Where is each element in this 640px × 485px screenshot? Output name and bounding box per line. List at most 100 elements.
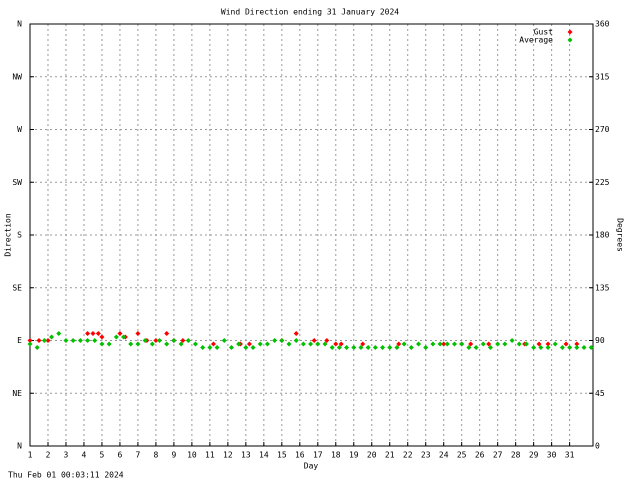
point (365, 345, 371, 351)
point (135, 330, 141, 336)
x-tick-label: 4 (82, 451, 87, 460)
point (401, 341, 407, 347)
point (322, 341, 328, 347)
point (430, 341, 436, 347)
point (95, 330, 101, 336)
point (358, 345, 364, 351)
point (49, 334, 55, 340)
point (538, 345, 544, 351)
point (329, 345, 335, 351)
point (480, 341, 486, 347)
point (264, 341, 270, 347)
legend-marker (567, 29, 573, 35)
x-tick-label: 21 (385, 451, 395, 460)
point (113, 334, 119, 340)
point (85, 338, 91, 343)
y2-tick-label: 180 (595, 231, 610, 240)
point (531, 345, 537, 351)
point (336, 345, 342, 351)
x-tick-label: 7 (136, 451, 141, 460)
plot-border (29, 23, 594, 447)
point (135, 341, 141, 347)
x-tick-label: 8 (153, 451, 158, 460)
point (63, 338, 69, 343)
point (351, 345, 357, 351)
point (545, 345, 551, 351)
point (243, 345, 249, 351)
point (153, 338, 159, 343)
point (121, 334, 127, 340)
point (333, 341, 339, 347)
x-tick-label: 19 (349, 451, 359, 460)
point (279, 338, 285, 343)
point (372, 345, 378, 351)
point (360, 341, 366, 347)
point (228, 345, 234, 351)
point (559, 345, 565, 351)
y2-tick-label: 315 (595, 72, 610, 81)
x-tick-label: 16 (295, 451, 305, 460)
point (423, 345, 429, 351)
point (486, 341, 492, 347)
point (567, 345, 573, 351)
point (523, 341, 529, 347)
point (441, 341, 447, 347)
x-tick-label: 1 (28, 451, 33, 460)
x-tick-label: 15 (277, 451, 287, 460)
point (451, 341, 457, 347)
point (466, 345, 472, 351)
point (459, 341, 465, 347)
x-tick-label: 12 (223, 451, 233, 460)
y-tick-label: W (17, 125, 22, 134)
point (344, 345, 350, 351)
point (180, 338, 186, 343)
legend-label: Gust (534, 28, 553, 37)
point (207, 345, 213, 351)
y2-tick-label: 90 (595, 336, 605, 345)
x-tick-label: 10 (187, 451, 197, 460)
point (581, 345, 587, 351)
point (246, 341, 252, 347)
point (142, 338, 148, 343)
point (90, 330, 96, 336)
point (574, 345, 580, 351)
point (552, 341, 558, 347)
point (396, 341, 402, 347)
point (214, 345, 220, 351)
x-tick-label: 3 (64, 451, 69, 460)
point (192, 341, 198, 347)
y2-tick-label: 270 (595, 125, 610, 134)
point (164, 330, 170, 336)
point (545, 341, 551, 347)
x-tick-label: 31 (565, 451, 575, 460)
point (563, 341, 569, 347)
y-tick-label: E (17, 336, 22, 345)
point (99, 334, 105, 340)
x-tick-label: 26 (475, 451, 485, 460)
x-axis-label: Day (304, 462, 319, 471)
point (164, 341, 170, 347)
point (99, 341, 105, 347)
y2-tick-label: 225 (595, 178, 610, 187)
point (200, 345, 206, 351)
point (536, 341, 542, 347)
point (77, 338, 83, 343)
point (315, 341, 321, 347)
point (574, 341, 580, 347)
point (236, 341, 242, 347)
point (185, 338, 191, 343)
point (588, 345, 594, 351)
y2-axis-label: Degrees (616, 218, 625, 252)
x-tick-label: 18 (331, 451, 341, 460)
point (308, 341, 314, 347)
x-tick-label: 23 (421, 451, 431, 460)
y-tick-label: N (17, 20, 22, 29)
x-tick-label: 5 (100, 451, 105, 460)
point (394, 345, 400, 351)
point (516, 341, 522, 347)
legend-marker (567, 37, 573, 43)
point (468, 341, 474, 347)
x-tick-label: 9 (171, 451, 176, 460)
point (473, 345, 479, 351)
point (178, 341, 184, 347)
